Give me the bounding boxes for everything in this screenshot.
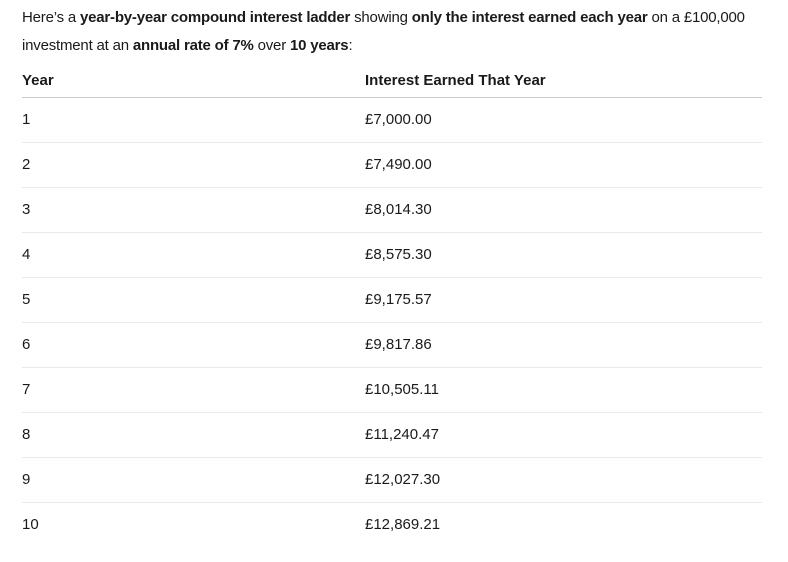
table-row: 10 £12,869.21 [22,503,762,548]
cell-interest-earned: £12,027.30 [365,457,762,503]
cell-year: 9 [22,457,365,503]
cell-year: 10 [22,516,39,533]
intro-text-bold: only the interest earned each year [411,9,648,26]
intro-text: Here’s a [22,9,80,26]
cell-interest-earned: £10,505.11 [365,367,762,413]
intro-text: on a £100,000 [647,9,745,26]
cell-year: 6 [22,322,365,368]
table-row: 6 £9,817.86 [22,322,762,368]
intro-text-bold: annual rate of 7% [132,36,254,54]
intro-paragraph: Here’s a year-by-year compound interest … [22,4,766,59]
table-row: 8 £11,240.47 [22,412,762,458]
table-row: 7 £10,505.11 [22,367,762,413]
intro-text-bold: year-by-year compound interest ladder [79,9,351,26]
cell-interest-earned: £8,014.30 [365,187,762,233]
column-header-interest: Interest Earned That Year [365,63,762,98]
interest-ladder-table: Year Interest Earned That Year 1 £7,000.0… [22,63,762,547]
table-row: 4 £8,575.30 [22,232,762,278]
intro-text: investment at an [22,36,133,54]
intro-text: showing [350,9,412,26]
cell-interest-earned: £9,817.86 [365,322,762,368]
cell-year: 7 [22,367,365,413]
cell-interest-earned: £7,000.00 [365,97,762,143]
intro-text: over [253,36,290,54]
cell-year: 1 [22,97,365,143]
cell-year: 3 [22,187,365,233]
cell-year: 5 [22,277,365,323]
cell-interest-earned: £7,490.00 [365,142,762,188]
cell-interest-earned: £9,175.57 [365,277,762,323]
table-row: 2 £7,490.00 [22,142,762,188]
cell-year: 2 [22,142,365,188]
table-row: 9 £12,027.30 [22,457,762,503]
chat-message-body: Here’s a year-by-year compound interest … [22,4,766,547]
intro-text-bold: 10 years [289,36,349,54]
intro-text: : [348,36,353,54]
column-header-year: Year [22,63,365,98]
cell-interest-earned: £8,575.30 [365,232,762,278]
table-row: 3 £8,014.30 [22,187,762,233]
cell-year: 4 [22,232,365,278]
cell-interest-earned: £12,869.21 [365,516,441,533]
table-row: 1 £7,000.00 [22,97,762,143]
table-header-row: Year Interest Earned That Year [22,63,762,98]
table-row: 5 £9,175.57 [22,277,762,323]
cell-interest-earned: £11,240.47 [365,412,762,458]
cell-year: 8 [22,412,365,458]
